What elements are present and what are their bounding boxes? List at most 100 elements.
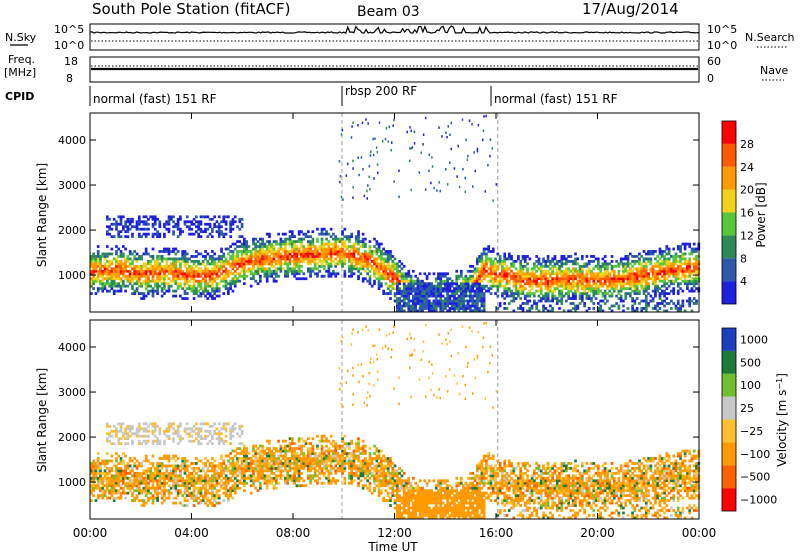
velocity-cell [133,471,137,475]
power-cell [478,282,481,286]
power-cell [695,260,698,263]
velocity-cell [208,499,212,502]
velocity-cell [206,469,210,473]
power-cell [297,272,301,276]
power-cell [471,294,475,298]
power-cell [204,287,207,291]
power-cell [619,260,623,263]
velocity-cell [183,462,187,465]
power-cell [583,302,586,305]
power-cell [300,269,303,273]
power-cell [676,272,680,276]
power-cell [286,252,290,256]
power-cell [603,294,607,298]
velocity-cell [188,439,191,443]
power-cell [90,292,93,295]
power-cell [658,292,662,295]
velocity-cell [222,486,226,490]
power-cell [261,247,264,251]
power-cell [628,267,632,271]
power-cell [261,242,264,246]
power-cell [544,272,548,276]
power-cell [459,304,463,308]
power-cell [243,250,246,253]
velocity-cell [217,474,221,478]
power-cell [222,220,226,224]
power-cell [389,257,392,261]
velocity-cell [195,479,198,483]
velocity-cell [158,462,162,465]
power-cell [361,252,365,256]
power-cell [279,269,283,273]
power-cell [293,262,296,266]
power-cell [512,282,516,286]
power-cell [574,307,577,310]
power-cell [455,274,459,278]
power-cell [110,252,114,256]
velocity-cell [137,439,141,443]
power-cell [158,267,162,271]
power-cell [172,232,175,236]
power-cell [651,250,655,253]
power-cell [409,299,413,303]
power-cell [412,284,415,288]
power-cell [316,262,319,266]
power-cell [672,272,676,276]
power-cell [571,269,575,273]
power-cell [126,274,130,278]
power-cell [478,289,481,293]
power-cell [467,154,469,158]
power-cell [268,235,271,239]
power-cell [300,255,303,258]
velocity-cell [199,501,203,505]
power-cell [147,260,150,263]
power-cell [215,262,219,266]
power-cell [622,267,625,271]
power-cell [290,260,294,263]
power-cell [423,302,427,305]
power-cell [450,299,454,303]
power-cell [313,257,317,261]
velocity-cell [199,434,203,438]
power-cell [519,279,523,283]
power-cell [471,287,475,291]
power-cell [651,272,655,276]
velocity-cell [135,427,139,431]
power-cell [350,235,354,239]
power-cell [190,289,194,293]
velocity-cell [215,484,219,488]
power-cell [158,235,162,239]
velocity-cell [156,424,159,428]
power-cell [270,245,274,248]
power-cell [512,292,516,295]
velocity-cell [211,467,214,470]
power-cell [514,260,518,263]
power-cell [103,264,107,268]
power-cell [667,279,671,283]
power-cell [197,282,201,286]
power-cell [567,255,570,258]
power-cell [498,262,502,266]
power-cell [676,284,680,288]
power-cell [606,274,609,278]
velocity-cell [181,494,185,498]
power-cell [475,279,479,283]
velocity-cell [211,462,214,465]
power-cell [274,279,278,283]
power-cell [610,287,614,291]
power-cell [174,279,178,283]
power-cell [268,274,271,278]
power-cell [466,158,469,161]
power-cell [325,237,328,241]
velocity-cell [206,434,210,438]
power-cell [229,272,232,276]
power-cell [585,294,589,298]
power-cell [421,287,424,291]
velocity-cell [156,489,159,493]
velocity-cell [199,481,203,485]
power-cell [126,235,130,239]
power-cell [231,262,235,266]
velocity-cell [124,469,127,473]
power-cell [252,274,255,278]
power-cell [656,264,660,268]
